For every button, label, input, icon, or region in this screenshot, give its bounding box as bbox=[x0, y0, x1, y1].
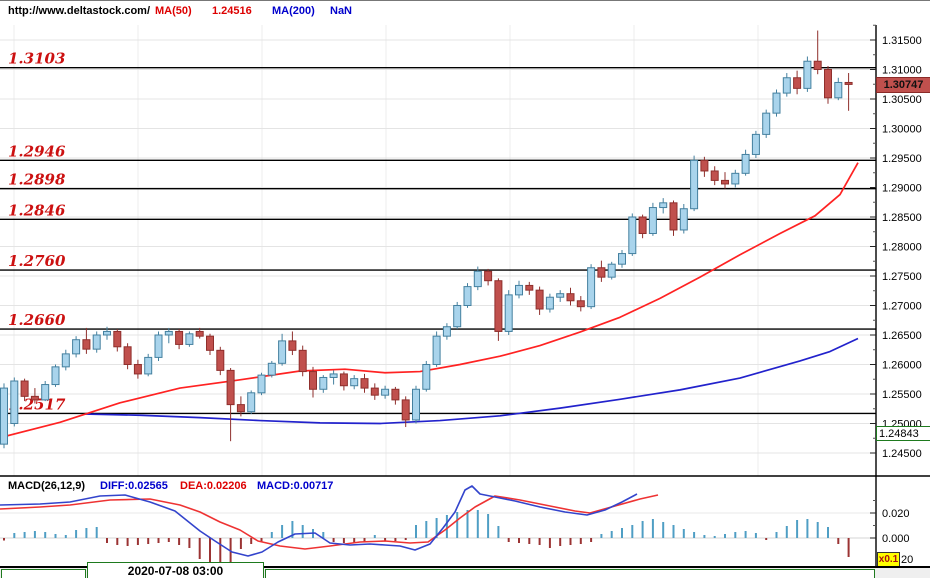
price-axis-label: 1.26000 bbox=[882, 359, 922, 371]
macd-diff-value: DIFF:0.02565 bbox=[100, 480, 168, 492]
price-axis-label: 1.27000 bbox=[882, 300, 922, 312]
sr-level-label: 1.2846 bbox=[8, 201, 66, 219]
price-axis: 1.245001.250001.255001.260001.265001.270… bbox=[870, 24, 930, 578]
dea-line bbox=[0, 494, 659, 550]
macd-dea-value: DEA:0.02206 bbox=[180, 480, 247, 492]
sr-level-label: 1.3103 bbox=[8, 50, 65, 68]
macd-macd-value: MACD:0.00717 bbox=[257, 480, 334, 492]
ma50-label: MA(50) bbox=[155, 5, 192, 17]
macd-title: MACD(26,12,9) bbox=[8, 480, 86, 492]
macd-axis-label: 0.000 bbox=[882, 533, 910, 545]
price-axis-label: 1.28000 bbox=[882, 241, 922, 253]
time-axis-long-box bbox=[265, 569, 875, 578]
sr-level-label: 1.2946 bbox=[8, 142, 66, 160]
price-axis-label: 1.31000 bbox=[882, 64, 922, 76]
price-axis-label: 1.26500 bbox=[882, 330, 922, 342]
candles bbox=[0, 30, 853, 449]
ma50-line bbox=[0, 162, 859, 439]
price-axis-label: 1.29500 bbox=[882, 153, 922, 165]
price-axis-label: 1.24500 bbox=[882, 448, 922, 460]
price-axis-label: 1.31500 bbox=[882, 35, 922, 47]
price-axis-label: 1.30500 bbox=[882, 94, 922, 106]
sr-level-label: 1.2517 bbox=[8, 395, 66, 413]
macd-axis-tick-partial: 20 bbox=[901, 554, 914, 566]
macd-panel bbox=[0, 485, 876, 562]
ma50-value: 1.24516 bbox=[212, 5, 252, 17]
diff-line bbox=[0, 485, 638, 557]
gridlines bbox=[0, 25, 876, 476]
ma200-line bbox=[84, 337, 859, 425]
price-axis-label: 1.28500 bbox=[882, 212, 922, 224]
sr-level-label: 1.2760 bbox=[8, 252, 66, 270]
ma200-label: MA(200) bbox=[272, 5, 315, 17]
price-axis-label: 1.27500 bbox=[882, 271, 922, 283]
source-url-label: http://www.deltastock.com/ bbox=[8, 5, 150, 17]
price-axis-label: 1.30000 bbox=[882, 123, 922, 135]
sr-level-label: 1.2660 bbox=[8, 311, 66, 329]
time-axis-strip: 2020-07-08 03:00 bbox=[0, 562, 930, 578]
time-axis-left-box bbox=[1, 569, 86, 578]
axis-marker-badge: 1.24843 bbox=[876, 426, 930, 441]
price-axis-label: 1.29000 bbox=[882, 182, 922, 194]
macd-axis-label: 0.020 bbox=[882, 508, 910, 520]
last-price-badge: 1.30747 bbox=[876, 77, 930, 93]
scale-multiplier-badge: x0.1 bbox=[877, 552, 900, 567]
sr-levels: 1.3103 1.2946 1.2898 1.2846 1.2760 1.2660 1.25… bbox=[0, 50, 876, 415]
timestamp-box: 2020-07-08 03:00 bbox=[87, 562, 264, 578]
sr-level-label: 1.2898 bbox=[8, 171, 66, 189]
price-axis-label: 1.25500 bbox=[882, 389, 922, 401]
ma200-value: NaN bbox=[330, 5, 353, 17]
